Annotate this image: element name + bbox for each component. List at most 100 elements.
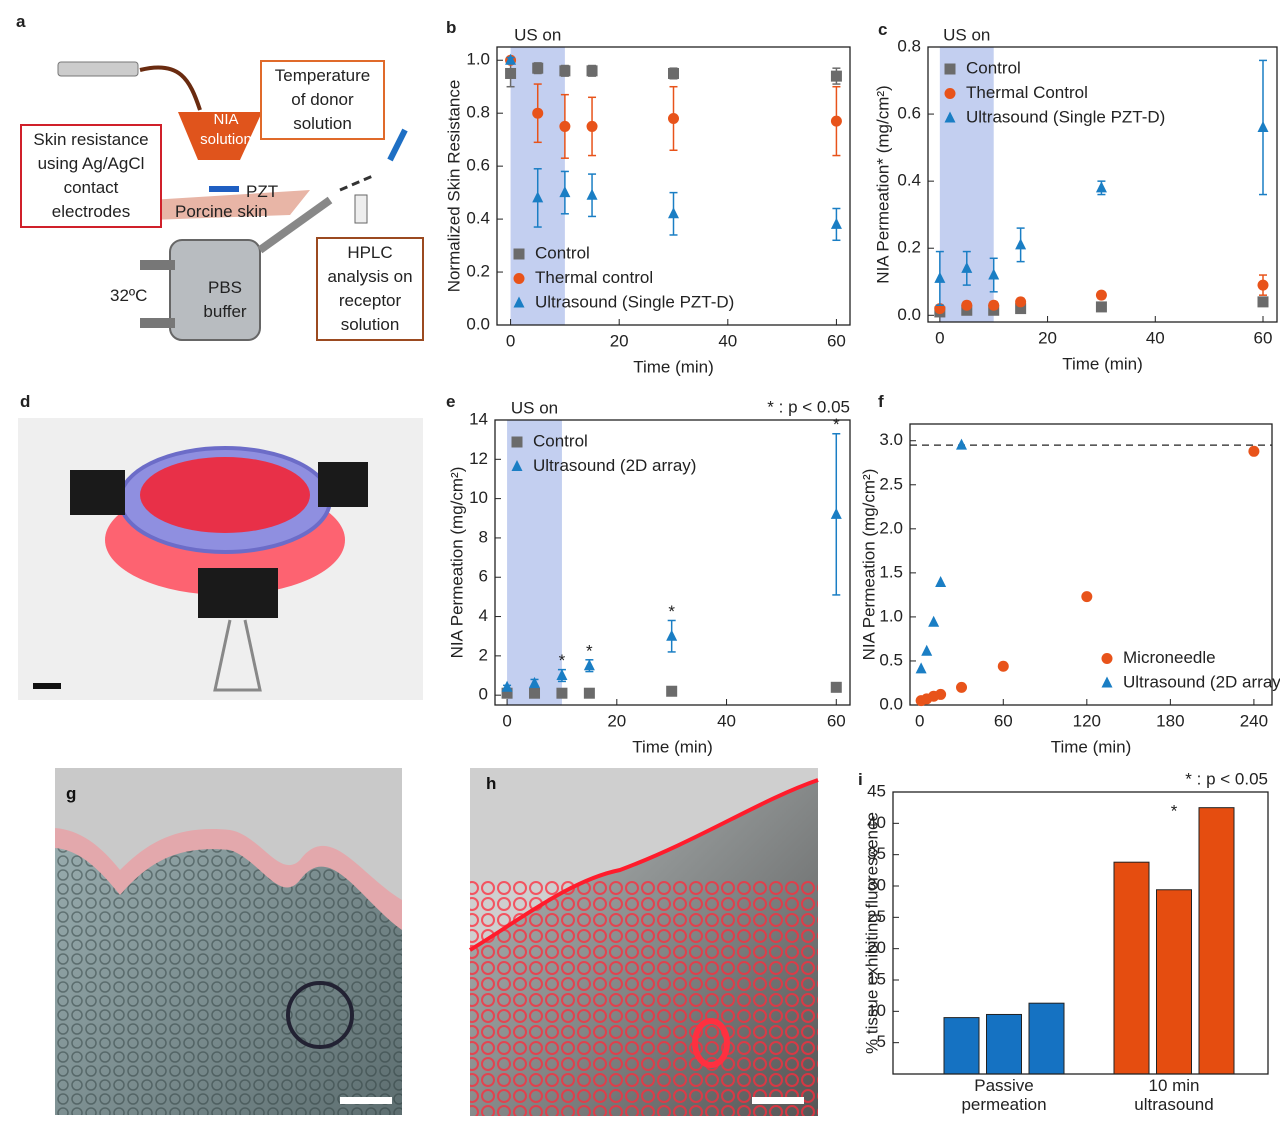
- marker: [830, 217, 842, 229]
- marker: [961, 299, 973, 311]
- marker: [934, 271, 946, 283]
- legend-label: Ultrasound (2D array): [533, 456, 696, 475]
- nia-label: NIA solution: [200, 111, 252, 148]
- legend-marker: [511, 460, 523, 471]
- legend-label: Thermal Control: [966, 83, 1088, 102]
- marker: [586, 188, 598, 200]
- x-tick-label: 40: [717, 711, 736, 730]
- bar: [986, 1013, 1022, 1075]
- marker: [1095, 181, 1107, 193]
- x-tick-label: 60: [827, 711, 846, 730]
- marker: [556, 687, 568, 699]
- significance-label: *: [833, 415, 840, 434]
- y-axis-label: NIA Permeation* (mg/cm²): [873, 85, 892, 283]
- y-tick-label: 0: [479, 685, 488, 704]
- y-tick-label: 25: [867, 907, 886, 926]
- marker: [830, 507, 842, 519]
- x-axis-label: Time (min): [1062, 354, 1143, 373]
- plot-frame: [494, 419, 851, 706]
- marker: [1081, 591, 1093, 603]
- x-tick-label: 0: [915, 711, 924, 730]
- shade-label: US on: [943, 25, 990, 44]
- shade-label: US on: [514, 25, 561, 44]
- y-tick-label: 40: [867, 813, 886, 832]
- x-axis-label: Time (min): [633, 357, 714, 376]
- marker: [1257, 296, 1269, 308]
- y-tick-label: 10: [469, 488, 488, 507]
- significance-label: *: [586, 641, 593, 660]
- x-tick-label: 180: [1156, 711, 1184, 730]
- legend-marker: [944, 88, 956, 99]
- y-tick-label: 45: [867, 781, 886, 800]
- marker: [532, 191, 544, 203]
- x-tick-label: 0: [502, 711, 511, 730]
- marker: [559, 186, 571, 198]
- legend-label: Control: [966, 58, 1021, 77]
- panel-label: d: [20, 392, 31, 411]
- legend-marker: [1101, 676, 1113, 688]
- marker: [1015, 303, 1027, 315]
- panel-label: f: [878, 392, 884, 411]
- resistance-box: Skin resistance using Ag/AgCl contact el…: [20, 124, 162, 228]
- x-tick-label-box: Passive permeation: [961, 1076, 1046, 1114]
- legend-marker: [511, 436, 523, 448]
- panel-label: i: [858, 770, 863, 789]
- marker: [1015, 238, 1027, 250]
- x-tick-label: 120: [1073, 711, 1101, 730]
- marker: [830, 115, 842, 127]
- y-tick-label: 1.0: [466, 50, 490, 69]
- note: * : p < 0.05: [767, 397, 850, 416]
- shade-label: US on: [511, 398, 558, 417]
- x-tick-label: 60: [1254, 328, 1273, 347]
- histology-image-passive: [55, 768, 402, 1115]
- marker: [583, 687, 595, 699]
- y-tick-label: 3.0: [879, 430, 903, 449]
- legend-label: Microneedle: [1123, 648, 1216, 667]
- x-tick-label: 40: [1146, 328, 1165, 347]
- bar: [943, 1017, 980, 1075]
- marker: [668, 67, 679, 79]
- x-tick-label: 60: [827, 331, 846, 350]
- marker: [921, 644, 933, 656]
- temperature-label: 32ºC: [110, 286, 148, 305]
- bar: [1028, 1002, 1065, 1075]
- note: * : p < 0.05: [1185, 769, 1268, 788]
- marker: [583, 659, 595, 671]
- marker: [1257, 120, 1269, 132]
- marker: [956, 438, 968, 450]
- y-tick-label: 0.0: [879, 694, 903, 713]
- y-tick-label: 5: [877, 1032, 886, 1051]
- marker: [915, 662, 927, 674]
- y-tick-label: 2.5: [879, 474, 903, 493]
- marker: [1257, 279, 1269, 291]
- panel-label: h: [486, 774, 497, 793]
- marker: [988, 299, 1000, 311]
- temperature-box: Temperature of donor solution: [260, 60, 385, 140]
- x-tick-label: 20: [1038, 328, 1057, 347]
- device-photo: [18, 418, 423, 700]
- y-tick-label: 12: [469, 449, 488, 468]
- marker: [505, 53, 517, 65]
- y-tick-label: 0.6: [897, 104, 921, 123]
- legend-marker: [1101, 653, 1113, 664]
- marker: [556, 669, 568, 681]
- x-axis-label: Time (min): [632, 737, 713, 756]
- marker: [935, 576, 947, 588]
- y-axis-label: NIA Permeation (mg/cm²): [447, 467, 466, 659]
- marker: [935, 688, 947, 700]
- significance-label: *: [1171, 801, 1178, 820]
- y-tick-label: 0.2: [466, 262, 490, 281]
- marker: [559, 120, 571, 132]
- y-axis-label: NIA Permeation (mg/cm²): [859, 469, 878, 661]
- plot-frame: [927, 46, 1278, 323]
- y-tick-label: 0.4: [466, 209, 490, 228]
- legend-label: Ultrasound (Single PZT-D): [966, 107, 1165, 126]
- plot-frame: [496, 46, 851, 326]
- marker: [666, 685, 678, 697]
- marker: [1248, 445, 1260, 457]
- y-tick-label: 20: [867, 938, 886, 957]
- x-tick-label: 20: [610, 331, 629, 350]
- y-tick-label: 30: [867, 875, 886, 894]
- panel-label: a: [16, 12, 26, 31]
